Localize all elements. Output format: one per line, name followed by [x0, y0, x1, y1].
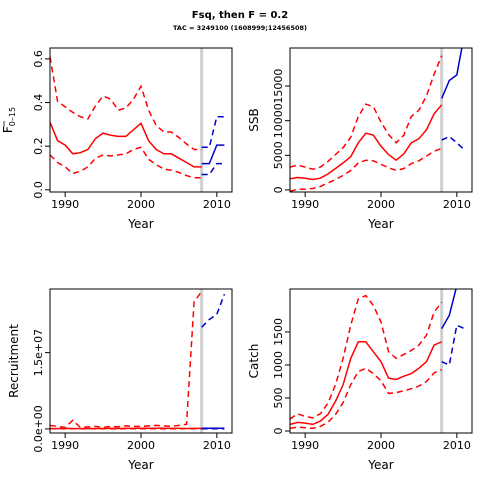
y-tick-label: 10000 — [272, 103, 285, 138]
series-group — [290, 48, 465, 192]
y-tick-label: 0.6 — [32, 50, 45, 67]
series-projection-upper — [201, 115, 225, 149]
y-axis-label-subscript: 0–15 — [8, 107, 17, 126]
series-historical-lower — [290, 367, 442, 430]
y-tick-label: 1500 — [272, 318, 285, 346]
series-projection-lower — [441, 324, 465, 367]
series-historical-upper — [290, 55, 443, 170]
y-tick-label: 0.2 — [32, 137, 45, 155]
y-axis-label: Catch — [247, 344, 261, 379]
y-tick-label: 0.4 — [32, 94, 45, 112]
x-tick-label: 2000 — [127, 439, 155, 452]
plot-frame — [289, 47, 473, 193]
series-projection-upper — [201, 293, 226, 328]
plot-frame — [49, 288, 233, 434]
x-tick-label: 1990 — [51, 198, 79, 211]
y-tick-label: 1.5e+07 — [32, 329, 45, 376]
y-tick-label: 5000 — [272, 141, 285, 169]
y-tick-label: 0.0e+00 — [32, 405, 45, 452]
series-group — [50, 56, 225, 179]
y-axis-label: F0–15 — [1, 107, 17, 133]
x-axis-label: Year — [367, 217, 393, 231]
series-historical-upper — [50, 56, 202, 151]
x-tick-label: 1990 — [291, 439, 319, 452]
x-axis-label: Year — [127, 458, 153, 472]
series-projection-median — [201, 144, 225, 165]
series-projection-median — [441, 48, 463, 99]
series-group — [290, 289, 465, 430]
y-axis-label: SSB — [247, 108, 261, 131]
figure-subtitle: TAC = 3249100 (1608999;12456508) — [172, 24, 307, 32]
series-group — [50, 291, 226, 430]
y-tick-label: 0 — [272, 428, 285, 435]
figure-title: Fsq, then F = 0.2 — [191, 10, 289, 21]
panel-recruitment: 1990 2000 2010 Year 0.0e+00 1.5e+07 Recruitmen… — [7, 288, 233, 472]
x-tick-label: 2010 — [443, 198, 471, 211]
series-historical-upper — [290, 294, 443, 420]
y-tick-label: 500 — [272, 387, 285, 408]
x-tick-label: 2010 — [443, 439, 471, 452]
x-tick-label: 2000 — [367, 439, 395, 452]
y-axis-label: Recruitment — [7, 324, 21, 398]
series-historical-median — [290, 104, 443, 181]
x-tick-label: 2010 — [203, 198, 231, 211]
x-tick-label: 2000 — [127, 198, 155, 211]
series-projection-median — [441, 289, 457, 329]
y-tick-label: 15000 — [272, 69, 285, 104]
x-axis-label: Year — [127, 217, 153, 231]
series-historical-lower — [290, 147, 442, 192]
y-tick-label: 0 — [272, 186, 285, 193]
y-axis-label-main: F — [1, 126, 15, 133]
series-projection-lower — [441, 135, 465, 151]
y-tick-label: 1000 — [272, 351, 285, 379]
panel-catch: 1990 2000 2010 Year 0 500 1000 1500 Catch — [247, 288, 473, 472]
plot-frame — [49, 47, 233, 193]
panel-fbar: 1990 2000 2010 Year 0.0 0.2 0.4 0.6 F0–15 — [1, 47, 233, 231]
y-tick-label: 0.0 — [32, 181, 45, 199]
series-historical-lower — [50, 146, 202, 179]
x-tick-label: 2010 — [203, 439, 231, 452]
series-historical-median — [50, 121, 202, 168]
series-historical-upper — [50, 291, 203, 429]
x-tick-label: 1990 — [291, 198, 319, 211]
series-projection-lower — [201, 162, 225, 176]
x-axis-label: Year — [367, 458, 393, 472]
x-tick-label: 2000 — [367, 198, 395, 211]
series-historical-median — [290, 341, 442, 426]
x-tick-label: 1990 — [51, 439, 79, 452]
